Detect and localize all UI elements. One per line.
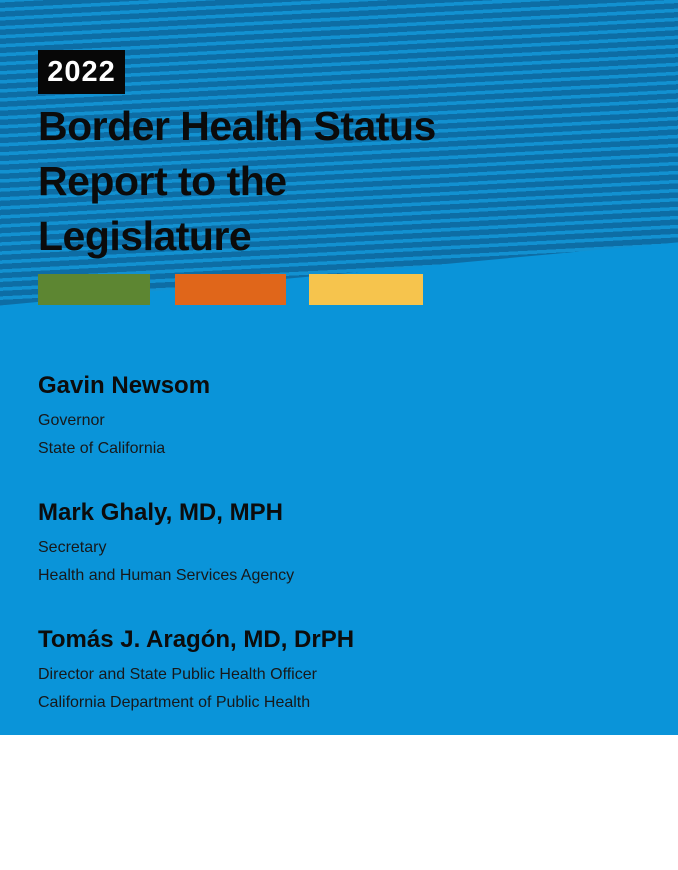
official-role: Governor bbox=[38, 412, 105, 429]
accent-bar-orange bbox=[175, 274, 286, 305]
report-title-line-1: Border Health Status bbox=[38, 103, 436, 149]
accent-bar-yellow bbox=[309, 274, 423, 305]
official-name: Gavin Newsom bbox=[38, 372, 211, 399]
official-org: Health and Human Services Agency bbox=[38, 567, 295, 584]
official-org: California Department of Public Health bbox=[38, 694, 311, 711]
official-name: Tomás J. Aragón, MD, DrPH bbox=[38, 626, 355, 653]
official-name: Mark Ghaly, MD, MPH bbox=[38, 499, 283, 526]
year-text: 2022 bbox=[47, 55, 116, 88]
year-badge: 2022 bbox=[38, 50, 125, 94]
official-org: State of California bbox=[38, 440, 166, 457]
official-role: Director and State Public Health Officer bbox=[38, 666, 317, 683]
official-entry-director: Tomás J. Aragón, MD, DrPH Director and S… bbox=[38, 625, 354, 714]
report-title-line-3: Legislature bbox=[38, 213, 252, 259]
cover-hero: 2022 Border Health Status Report to the … bbox=[0, 0, 678, 735]
official-role: Secretary bbox=[38, 539, 107, 556]
report-title-line-2: Report to the bbox=[38, 158, 287, 204]
accent-bar-green bbox=[38, 274, 150, 305]
official-entry-secretary: Mark Ghaly, MD, MPH Secretary Health and… bbox=[38, 498, 294, 587]
report-title: Border Health Status Report to the Legis… bbox=[38, 99, 436, 264]
accent-bars bbox=[38, 274, 423, 305]
cover-footer: CDPH California Department of Public Hea… bbox=[0, 735, 678, 870]
official-entry-governor: Gavin Newsom Governor State of Californi… bbox=[38, 371, 210, 460]
